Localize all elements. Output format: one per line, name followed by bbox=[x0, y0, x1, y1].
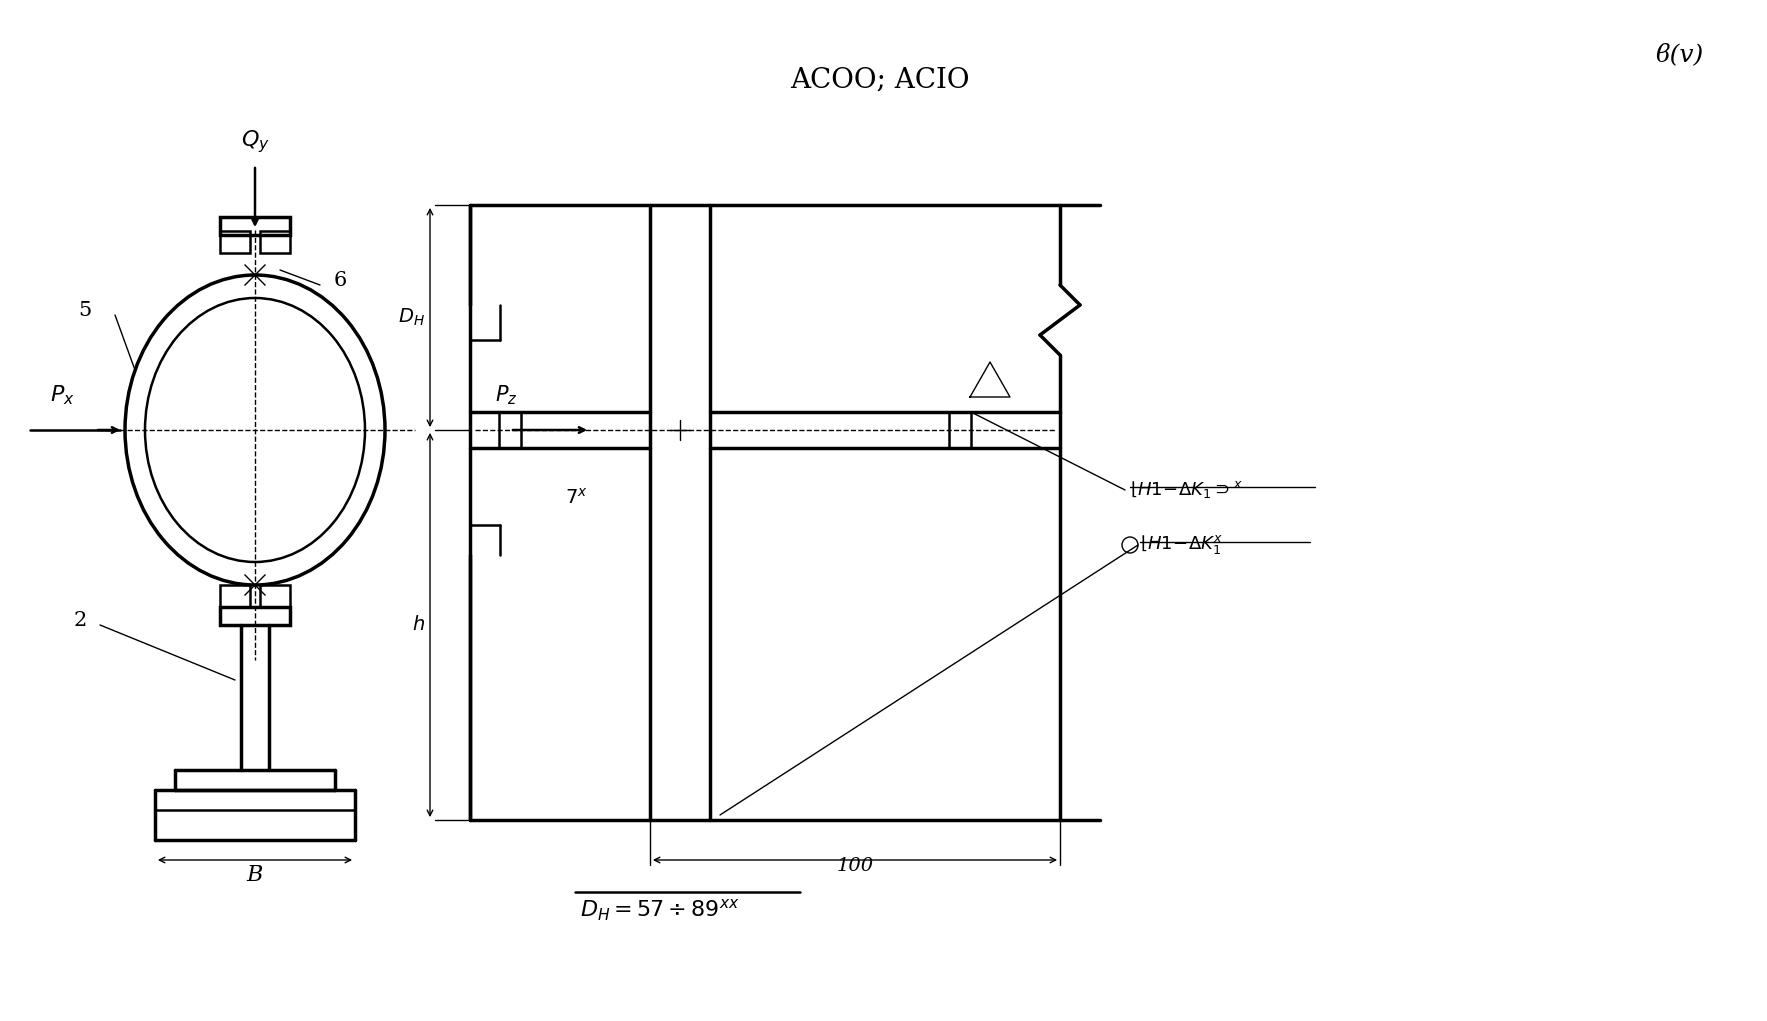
Text: $\lfloor H1\!-\!\Delta K_1^x$: $\lfloor H1\!-\!\Delta K_1^x$ bbox=[1140, 534, 1223, 556]
Text: 2: 2 bbox=[74, 611, 87, 630]
Text: ϐ(v): ϐ(v) bbox=[1656, 44, 1703, 66]
Text: 5: 5 bbox=[78, 300, 92, 320]
Text: $D_H$: $D_H$ bbox=[398, 306, 426, 328]
Text: $Q_y$: $Q_y$ bbox=[240, 129, 269, 155]
Text: 6: 6 bbox=[334, 271, 346, 290]
Bar bbox=[221, 217, 290, 235]
Bar bbox=[260, 231, 290, 253]
Text: $P_x$: $P_x$ bbox=[49, 383, 74, 406]
Text: $\lfloor H1\!-\!\Delta K_1\supset^x$: $\lfloor H1\!-\!\Delta K_1\supset^x$ bbox=[1131, 480, 1242, 500]
Text: ACOO; ACIO: ACOO; ACIO bbox=[790, 66, 970, 94]
Text: $P_z$: $P_z$ bbox=[495, 383, 518, 406]
Bar bbox=[221, 231, 249, 253]
Text: $7^x$: $7^x$ bbox=[565, 488, 588, 508]
Text: $h$: $h$ bbox=[412, 616, 426, 634]
Text: 100: 100 bbox=[836, 857, 873, 875]
Text: B: B bbox=[247, 864, 263, 886]
Text: $D_H = 57 \div 89^{xx}$: $D_H = 57 \div 89^{xx}$ bbox=[580, 897, 740, 923]
Bar bbox=[221, 607, 290, 625]
Bar bbox=[221, 585, 249, 607]
Bar bbox=[260, 585, 290, 607]
